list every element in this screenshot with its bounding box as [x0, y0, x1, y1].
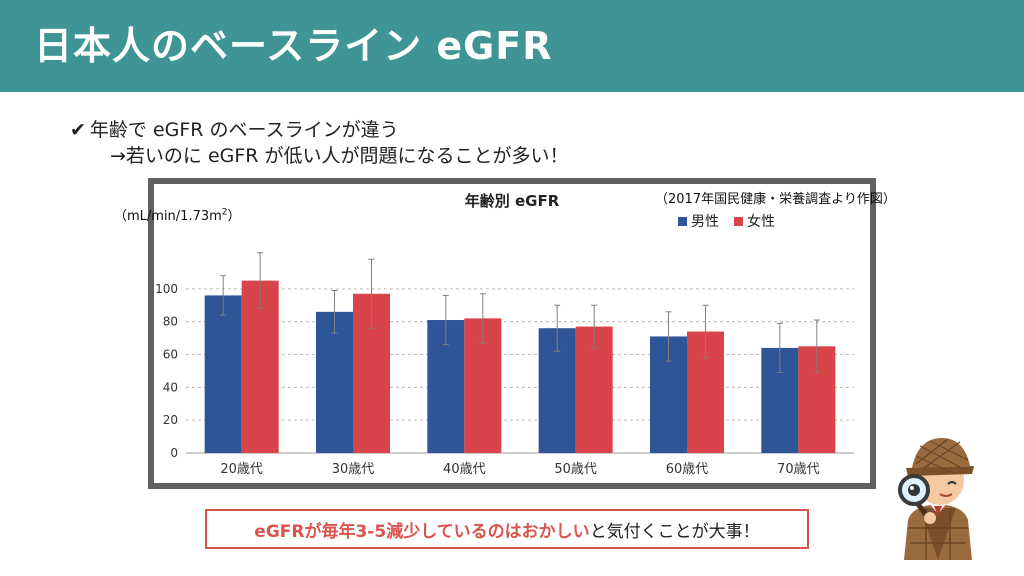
legend-label: 女性: [747, 213, 775, 230]
bullet-point-1: ✔ 年齢で eGFR のベースラインが違う: [70, 117, 399, 143]
x-tick-label: 40歳代: [443, 462, 486, 477]
key-message-box: eGFRが毎年3-5減少しているのはおかしい と気付くことが大事！: [205, 509, 809, 549]
x-tick-label: 50歳代: [554, 462, 597, 477]
x-tick-label: 30歳代: [332, 462, 375, 477]
header-banner: 日本人のベースライン eGFR: [0, 0, 1024, 92]
bar: [241, 280, 279, 453]
check-icon: ✔: [70, 119, 86, 141]
bar: [316, 311, 353, 453]
bullet-text-1: 年齢で eGFR のベースラインが違う: [89, 119, 399, 141]
legend-swatch: [734, 217, 743, 226]
page-title: 日本人のベースライン eGFR: [34, 24, 553, 68]
y-tick-label: 0: [170, 446, 178, 460]
source-note: （2017年国民健康・栄養調査より作図）: [655, 192, 896, 207]
key-message-rest: と気付くことが大事！: [589, 521, 760, 542]
egfr-bar-chart: 0 20 40 60 80 100 年齢別 eGFR 男性 女性 20歳代 30歳代 40歳代 50歳代…: [148, 178, 876, 489]
x-tick-label: 70歳代: [777, 462, 820, 477]
x-tick-label: 60歳代: [666, 462, 709, 477]
unit-sup: 2: [221, 207, 228, 218]
bar: [204, 295, 242, 453]
y-tick-label: 80: [163, 315, 178, 329]
legend-label: 男性: [691, 214, 719, 230]
legend-swatch: [678, 217, 687, 226]
y-tick-label: 40: [163, 380, 178, 394]
key-message-highlight: eGFRが毎年3-5減少しているのはおかしい: [254, 521, 590, 542]
x-tick-label: 20歳代: [220, 462, 263, 477]
y-tick-label: 60: [163, 348, 178, 362]
chart-container: 0 20 40 60 80 100 年齢別 eGFR 男性 女性 20歳代 30歳代 40歳代 50歳代…: [148, 178, 876, 489]
detective-icon: [898, 438, 974, 560]
chart-title: 年齢別 eGFR: [465, 192, 560, 210]
unit-label: （mL/min/1.73m2）: [114, 205, 241, 224]
unit-suffix: ）: [227, 209, 241, 224]
y-tick-label: 20: [163, 413, 178, 427]
y-tick-label: 100: [155, 282, 178, 296]
bullet-point-2: →若いのに eGFR が低い人が問題になることが多い！: [110, 145, 569, 167]
unit-prefix: （mL/min/1.73m: [114, 209, 222, 224]
